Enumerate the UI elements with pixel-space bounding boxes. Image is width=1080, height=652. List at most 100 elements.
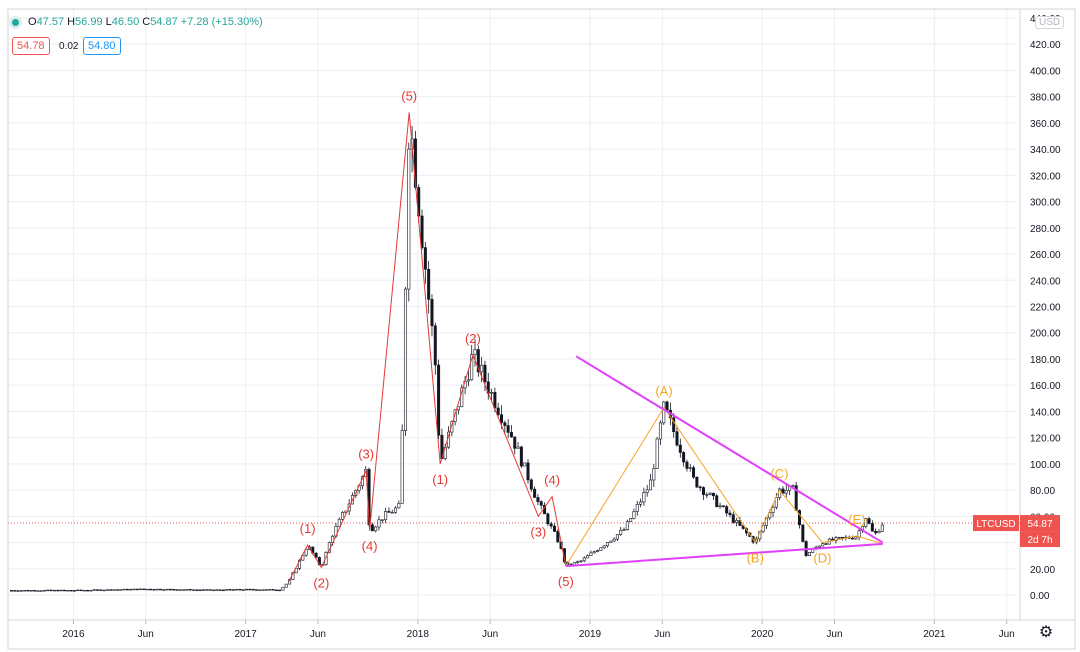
candle-body xyxy=(728,512,732,515)
candle-body xyxy=(162,589,166,591)
candle-body xyxy=(132,588,136,591)
candle-body xyxy=(185,589,189,591)
candle-body xyxy=(639,501,643,505)
candle-body xyxy=(807,552,811,557)
y-tick-label: 80.00 xyxy=(1030,486,1055,497)
candle-body xyxy=(655,438,659,469)
impulse-wave-line xyxy=(408,112,567,567)
candle-body xyxy=(523,462,527,467)
wave-label: (5) xyxy=(558,574,574,589)
candle-body xyxy=(254,589,258,591)
candle-body xyxy=(29,590,33,592)
y-tick-label: 380.00 xyxy=(1030,93,1061,104)
candle-body xyxy=(374,526,378,532)
candle-body xyxy=(195,589,199,591)
candle-body xyxy=(658,422,662,440)
wave-overlays xyxy=(288,112,884,583)
y-tick-label: 200.00 xyxy=(1030,329,1061,340)
candle-body xyxy=(211,589,215,592)
candle-body xyxy=(837,536,841,539)
candle-body xyxy=(145,588,149,591)
candle-body xyxy=(579,560,583,562)
candle-body xyxy=(16,590,20,592)
buy-price-button[interactable]: 54.80 xyxy=(83,37,121,55)
y-tick-label: 300.00 xyxy=(1030,198,1061,209)
candle-body xyxy=(500,414,504,424)
gear-icon[interactable]: ⚙ xyxy=(1038,624,1054,641)
candle-body xyxy=(82,589,86,592)
candle-body xyxy=(784,490,788,494)
candle-body xyxy=(552,525,556,532)
close-value: 54.87 xyxy=(150,16,178,28)
candle-body xyxy=(529,479,533,490)
candle-body xyxy=(384,511,388,521)
candle-body xyxy=(377,519,381,528)
candle-body xyxy=(235,588,239,591)
candle-body xyxy=(615,534,619,540)
sell-price-button[interactable]: 54.78 xyxy=(12,37,50,55)
last-price-label: 54.87 xyxy=(1027,519,1052,530)
candle-body xyxy=(36,590,40,592)
candle-body xyxy=(261,589,265,591)
y-tick-label: 140.00 xyxy=(1030,407,1061,418)
candle-body xyxy=(675,431,679,446)
candle-body xyxy=(158,588,162,591)
candle-body xyxy=(493,392,497,409)
candle-body xyxy=(609,540,613,543)
candle-body xyxy=(192,589,196,591)
candle-body xyxy=(9,590,13,592)
ohlc-legend: O 47.57 H 56.99 L 46.50 C 54.87 +7.28 (+… xyxy=(12,16,263,28)
candle-body xyxy=(854,536,858,540)
wave-label: (1) xyxy=(432,472,448,487)
x-tick-label: Jun xyxy=(482,629,498,640)
candle-body xyxy=(798,510,802,526)
candle-body xyxy=(433,325,437,366)
candle-body xyxy=(513,436,517,449)
candle-body xyxy=(473,349,477,356)
wave-label: (2) xyxy=(313,575,329,590)
x-tick-label: Jun xyxy=(826,629,842,640)
candle-body xyxy=(715,495,719,508)
candle-body xyxy=(135,588,139,591)
candle-body xyxy=(122,588,126,591)
currency-label[interactable]: USD xyxy=(1035,16,1065,29)
candle-body xyxy=(149,588,153,591)
candle-body xyxy=(874,530,878,534)
open-label: O xyxy=(28,16,37,28)
candle-body xyxy=(509,432,513,438)
candle-body xyxy=(119,589,123,591)
triangle-trendline xyxy=(575,355,884,544)
candle-body xyxy=(420,215,424,248)
wave-label: (3) xyxy=(530,524,546,539)
candle-body xyxy=(705,494,709,496)
spread-value: 0.02 xyxy=(59,41,79,52)
axes: 0.0020.0040.0060.0080.00100.00120.00140.… xyxy=(7,8,1076,650)
candle-body xyxy=(516,446,520,449)
candle-body xyxy=(731,514,735,523)
x-tick-label: 2016 xyxy=(62,629,85,640)
candle-body xyxy=(721,505,725,507)
candle-body xyxy=(735,520,739,523)
wave-label: (B) xyxy=(747,551,764,566)
x-tick-label: 2020 xyxy=(751,629,774,640)
candle-body xyxy=(599,547,603,551)
candle-body xyxy=(400,430,404,504)
candle-body xyxy=(228,589,232,591)
candle-body xyxy=(284,583,288,588)
candle-body xyxy=(480,364,484,373)
last-price-tag xyxy=(1020,515,1060,532)
candle-body xyxy=(682,452,686,463)
candle-body xyxy=(586,555,590,559)
candle-body xyxy=(274,589,278,592)
candle-body xyxy=(645,489,649,493)
candle-body xyxy=(817,545,821,548)
symbol-tag xyxy=(973,515,1019,532)
x-tick-label: Jun xyxy=(654,629,670,640)
impulse-wave-line xyxy=(288,112,410,583)
y-tick-label: 360.00 xyxy=(1030,119,1061,130)
candle-body xyxy=(264,589,268,591)
candle-body xyxy=(695,476,699,488)
x-tick-label: 2019 xyxy=(579,629,602,640)
